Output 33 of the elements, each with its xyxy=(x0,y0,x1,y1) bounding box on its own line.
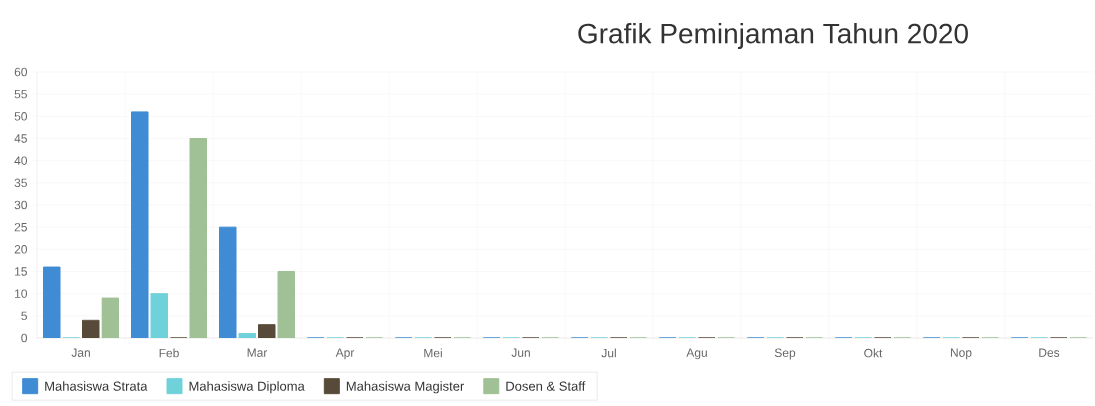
x-tick-label: Jan xyxy=(71,348,90,357)
bar xyxy=(101,297,120,338)
chart-title: Grafik Peminjaman Tahun 2020 xyxy=(578,22,968,50)
y-tick-label: 30 xyxy=(14,200,28,210)
y-tick-label: 55 xyxy=(14,89,27,99)
y-tick-label: 10 xyxy=(15,289,28,298)
y-tick-label: 60 xyxy=(14,67,28,77)
bar xyxy=(277,270,296,338)
x-tick-label: Jul xyxy=(601,348,616,358)
y-tick-label: 15 xyxy=(15,267,27,276)
x-tick-label: Feb xyxy=(159,348,179,358)
x-tick-label: Okt xyxy=(864,348,883,358)
legend-label: Mahasiswa Diploma xyxy=(189,381,305,394)
y-tick-label: 25 xyxy=(14,222,27,232)
y-tick-label: 0 xyxy=(21,333,28,343)
x-tick-label: Agu xyxy=(686,348,707,360)
x-tick-label: Sep xyxy=(774,348,796,360)
y-tick-label: 20 xyxy=(14,245,28,254)
x-tick-label: Mar xyxy=(247,348,268,357)
x-tick-label: Apr xyxy=(335,348,355,360)
x-tick-label: Mei xyxy=(424,348,442,358)
legend-label: Dosen & Staff xyxy=(506,381,586,391)
legend-label: Mahasiswa Magister xyxy=(346,381,465,394)
x-tick-label: Nop xyxy=(950,348,972,360)
x-tick-label: Jun xyxy=(511,348,530,357)
y-tick-label: 5 xyxy=(21,311,27,320)
y-tick-label: 35 xyxy=(14,178,27,188)
bar xyxy=(189,137,208,338)
y-tick-label: 45 xyxy=(14,134,27,143)
y-tick-label: 40 xyxy=(14,156,28,165)
x-tick-label: Des xyxy=(1039,348,1060,357)
legend-label: Mahasiswa Strata xyxy=(45,381,148,391)
y-tick-label: 50 xyxy=(14,112,28,121)
